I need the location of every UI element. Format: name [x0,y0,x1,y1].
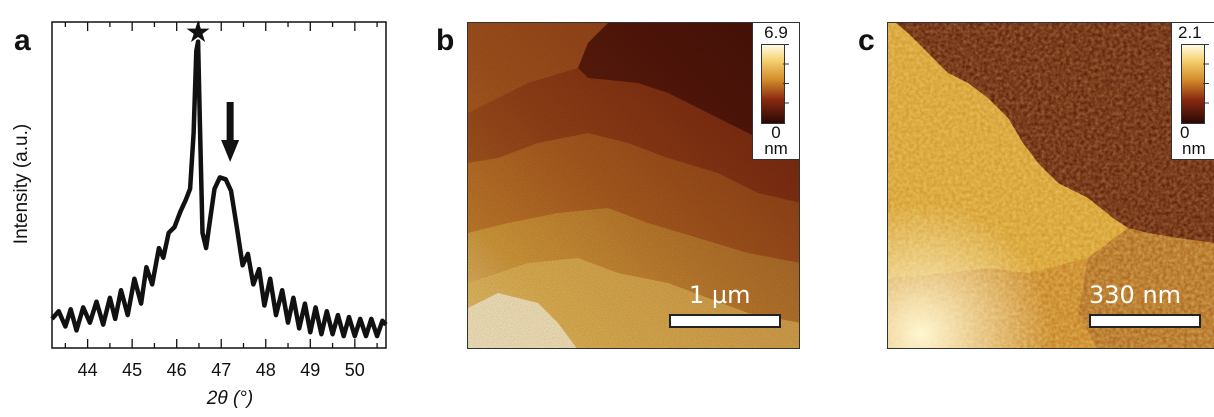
xrd-plot-frame [51,21,387,349]
colorbar-b-unit: nm [764,139,788,158]
colorbar-b-gradient [761,44,785,124]
panel-b-letter: b [436,24,455,57]
peak-star-marker: ★ [185,15,212,50]
arrow-head [221,140,240,162]
colorbar-c-gradient [1181,44,1205,124]
x-tick-label: 44 [78,360,98,380]
colorbar-b-ticks [783,44,789,122]
colorbar-c-max: 2.1 [1178,23,1202,42]
x-tick-label: 46 [167,360,187,380]
colorbar-c-unit: nm [1182,139,1206,158]
scale-bar-b-label: 1 µm [689,281,751,309]
x-tick-label: 49 [300,360,320,380]
scale-bar-c [1089,314,1201,328]
colorbar-c-ticks [1203,44,1209,122]
x-tick-label: 48 [256,360,276,380]
arrow-shaft [226,102,234,142]
x-tick-label: 45 [122,360,142,380]
afm-terraces-b [468,23,799,348]
xrd-series-line [50,39,388,339]
x-tick-label: 50 [345,360,365,380]
panel-a-letter: a [14,24,31,57]
x-tick-label: 47 [211,360,231,380]
xrd-chart: 44 45 46 47 48 49 50 ★ [50,15,388,380]
down-arrow-icon [221,102,240,162]
scale-bar-c-label: 330 nm [1089,281,1182,309]
panel-c-letter: c [858,24,875,57]
colorbar-b-min: 0 [771,123,781,142]
colorbar-c-min: 0 [1180,123,1190,142]
afm-image-b [467,22,800,349]
colorbar-b-max: 6.9 [764,23,788,42]
scale-bar-b [669,314,781,328]
panel-a-xlabel: 2θ (°) [206,388,254,409]
